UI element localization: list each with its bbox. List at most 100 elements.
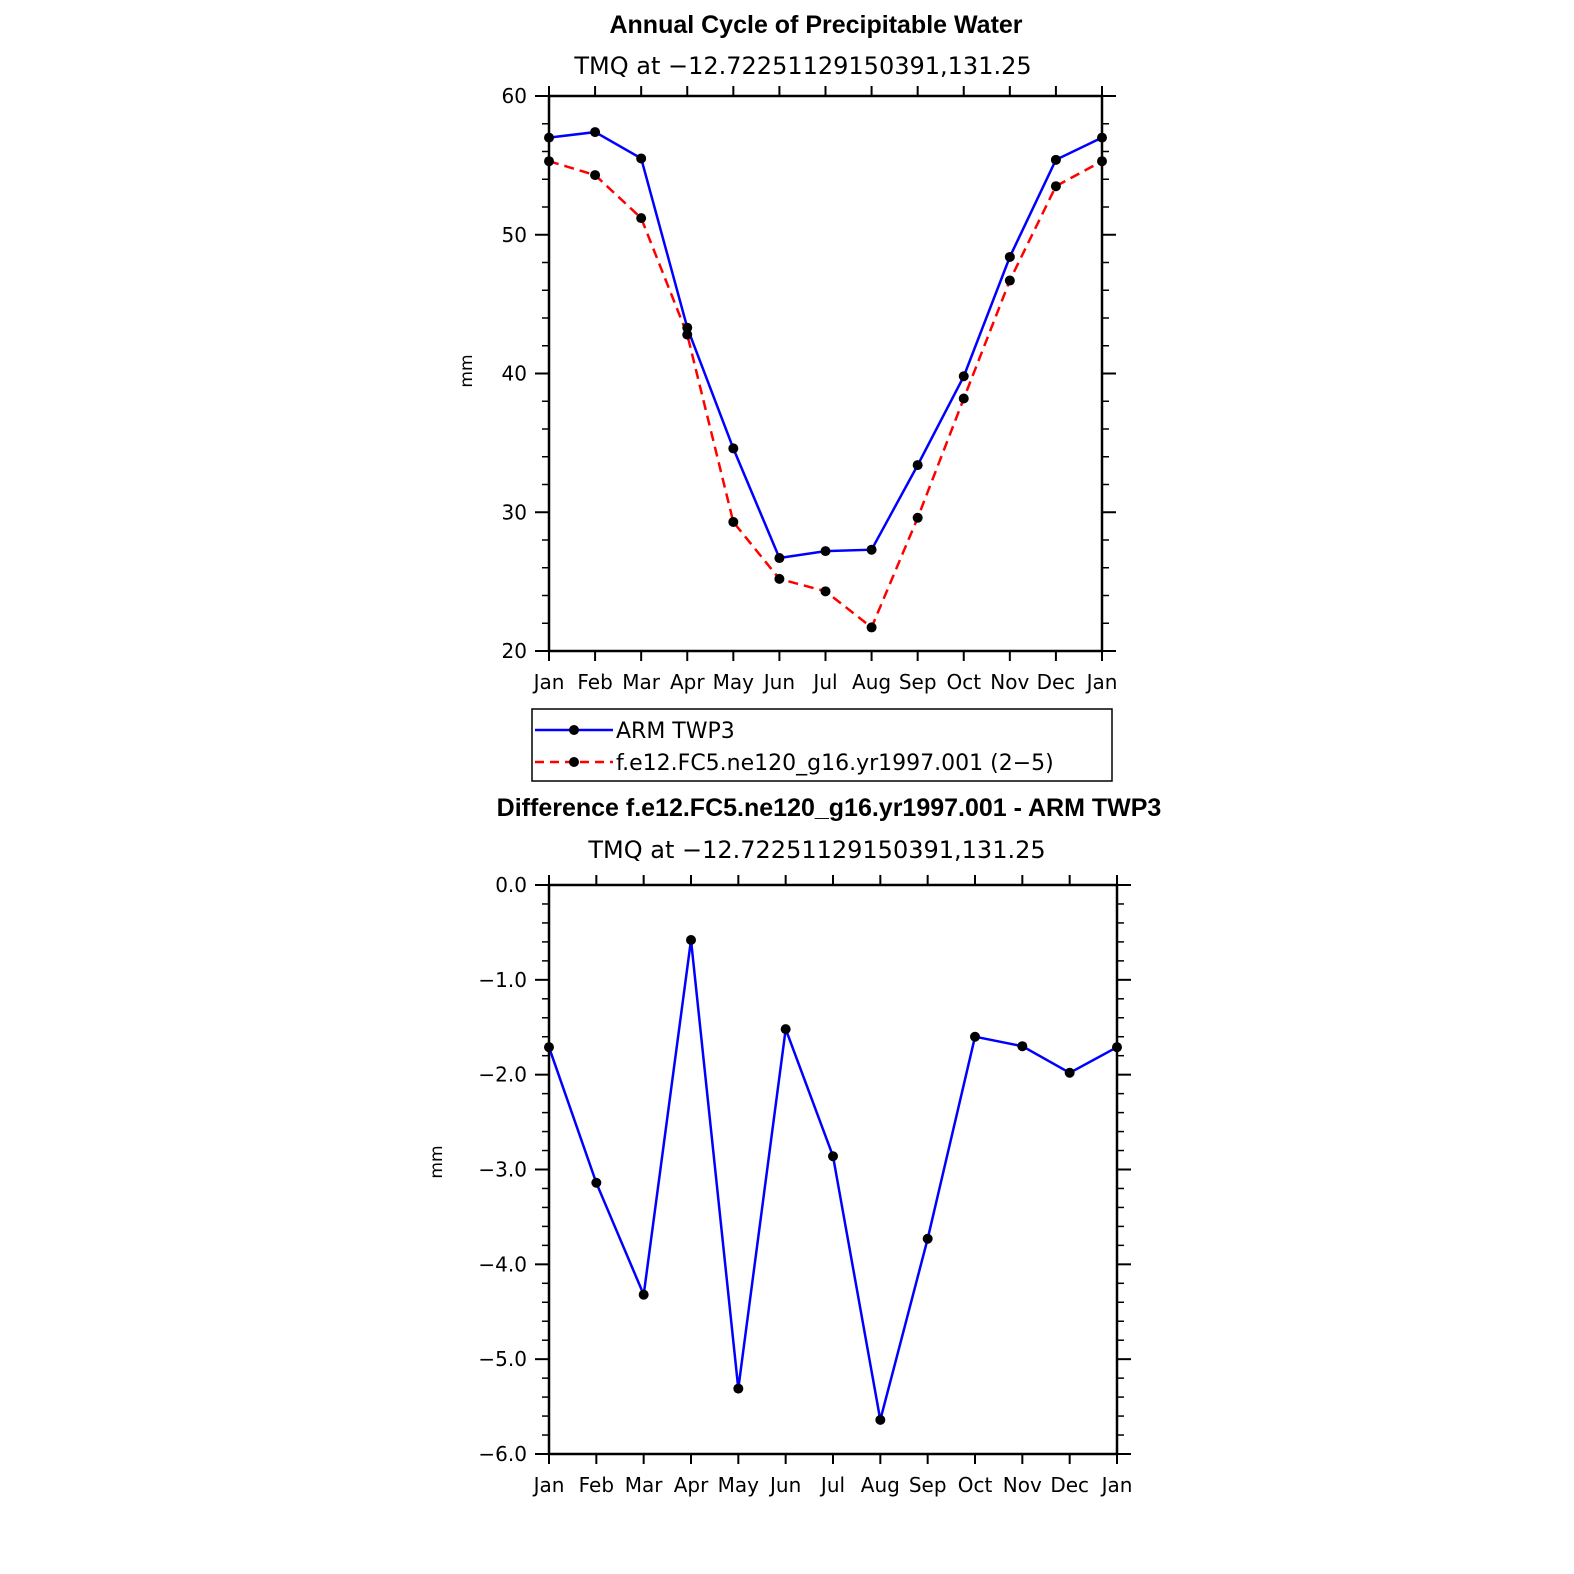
series-1-point: [866, 622, 877, 633]
series-1-point: [728, 516, 739, 527]
series-1-point: [682, 329, 693, 340]
series-1-point: [958, 393, 969, 404]
plot-frame: [547, 883, 1119, 1456]
y-tick-label: −4.0: [478, 1252, 527, 1276]
series-line-1: [548, 160, 1103, 630]
series-0-point: [590, 127, 601, 138]
x-tick-label: Oct: [958, 1473, 993, 1497]
y-tick-label: −2.0: [478, 1063, 527, 1087]
x-tick-label: Apr: [674, 1473, 709, 1497]
x-tick-label: Mar: [625, 1473, 664, 1497]
x-tick-label: Oct: [946, 670, 981, 694]
series-0-point: [970, 1031, 980, 1042]
series-0-point: [733, 1383, 744, 1394]
legend-entry-model: f.e12.FC5.ne120_g16.yr1997.001 (2−5): [535, 751, 1054, 776]
x-tick-label: Jun: [768, 1473, 801, 1497]
series-line-0: [547, 939, 1118, 1421]
series-0-point: [1097, 132, 1107, 143]
legend-marker-arm: [569, 725, 579, 735]
series-1-point: [912, 512, 923, 523]
series-0-point: [780, 1024, 791, 1035]
series-0-point: [1064, 1067, 1075, 1078]
y-tick-label: −3.0: [478, 1158, 527, 1182]
series-0-point: [544, 132, 554, 143]
y-tick-label: 40: [502, 362, 527, 386]
chart-title: Annual Cycle of Precipitable Water: [609, 11, 1022, 39]
y-tick-label: 60: [502, 84, 527, 108]
chart-difference: Difference f.e12.FC5.ne120_g16.yr1997.00…: [427, 794, 1161, 1497]
x-tick-label: Sep: [899, 670, 937, 694]
series-0-point: [544, 1042, 554, 1053]
series-1-point: [636, 213, 647, 224]
series-0-point: [866, 544, 877, 555]
legend-box: [531, 708, 1113, 782]
series-1-point: [774, 573, 785, 584]
x-tick-label: Jan: [1100, 1473, 1133, 1497]
y-axis-label: mm: [427, 1145, 447, 1178]
x-tick-label: Jan: [1085, 670, 1118, 694]
x-tick-label: Sep: [909, 1473, 947, 1497]
x-tick-label: Jul: [811, 670, 837, 694]
x-tick-label: May: [718, 1473, 760, 1497]
series-0-point: [1112, 1042, 1122, 1053]
y-tick-label: 0.0: [495, 873, 527, 897]
x-tick-label: Aug: [861, 1473, 900, 1497]
plot-area: Jan Feb Mar Apr May Jun Jul Aug Sep Oct Nov Dec Jan2…: [502, 84, 1118, 694]
series-0-point: [820, 546, 831, 557]
y-tick-label: 50: [502, 223, 527, 247]
chart-annual-cycle: Annual Cycle of Precipitable Water TMQ a…: [457, 11, 1117, 694]
series-1-point: [590, 170, 601, 181]
series-line-0: [548, 130, 1103, 560]
series-1-point: [1097, 156, 1107, 167]
x-tick-label: May: [713, 670, 755, 694]
series-0-point: [1050, 154, 1061, 165]
x-tick-label: Jan: [532, 1473, 565, 1497]
series-0-point: [686, 935, 696, 946]
x-tick-label: Aug: [852, 670, 891, 694]
series-0-point: [1004, 251, 1015, 262]
series-0-point: [682, 322, 693, 333]
series-1-point: [1004, 275, 1015, 286]
series-0-point: [1017, 1041, 1028, 1052]
series-0-point: [828, 1151, 838, 1162]
series-0-point: [958, 371, 969, 382]
x-tick-label: Feb: [577, 670, 612, 694]
y-tick-label: 30: [502, 500, 527, 524]
legend-label-arm: ARM TWP3: [616, 719, 735, 744]
x-tick-label: Jul: [819, 1473, 845, 1497]
y-tick-label: −5.0: [478, 1347, 527, 1371]
x-tick-label: Apr: [670, 670, 705, 694]
x-tick-label: Jan: [532, 670, 565, 694]
y-axis-label: mm: [457, 354, 477, 387]
series-0-point: [636, 153, 647, 164]
chart-subtitle: TMQ at −12.72251129150391,131.25: [573, 52, 1031, 80]
series-0-point: [912, 460, 923, 471]
legend-marker-model: [569, 757, 579, 767]
x-tick-label: Dec: [1050, 1473, 1089, 1497]
series-0-point: [922, 1233, 933, 1244]
series-1-point: [1050, 181, 1061, 192]
x-tick-label: Nov: [1003, 1473, 1042, 1497]
x-tick-label: Mar: [622, 670, 661, 694]
y-tick-label: 20: [502, 639, 527, 663]
series-0-point: [638, 1289, 649, 1300]
chart-subtitle: TMQ at −12.72251129150391,131.25: [587, 836, 1045, 864]
x-tick-label: Dec: [1037, 670, 1076, 694]
legend-label-model: f.e12.FC5.ne120_g16.yr1997.001 (2−5): [616, 751, 1054, 776]
plot-frame: [547, 94, 1104, 653]
legend-entry-arm: ARM TWP3: [535, 719, 735, 744]
series-0-point: [875, 1414, 886, 1425]
series-0-point: [728, 443, 739, 454]
series-0-point: [591, 1177, 602, 1188]
legend: ARM TWP3 f.e12.FC5.ne120_g16.yr1997.001 …: [531, 708, 1113, 782]
plot-area: Jan Feb Mar Apr May Jun Jul Aug Sep Oct Nov Dec Jan−…: [478, 873, 1132, 1497]
series-1-point: [820, 586, 831, 597]
y-tick-label: −1.0: [478, 968, 527, 992]
x-tick-label: Nov: [990, 670, 1029, 694]
chart-title: Difference f.e12.FC5.ne120_g16.yr1997.00…: [497, 794, 1162, 822]
x-tick-label: Jun: [762, 670, 795, 694]
y-tick-label: −6.0: [478, 1442, 527, 1466]
series-0-point: [774, 553, 785, 564]
x-tick-label: Feb: [579, 1473, 614, 1497]
